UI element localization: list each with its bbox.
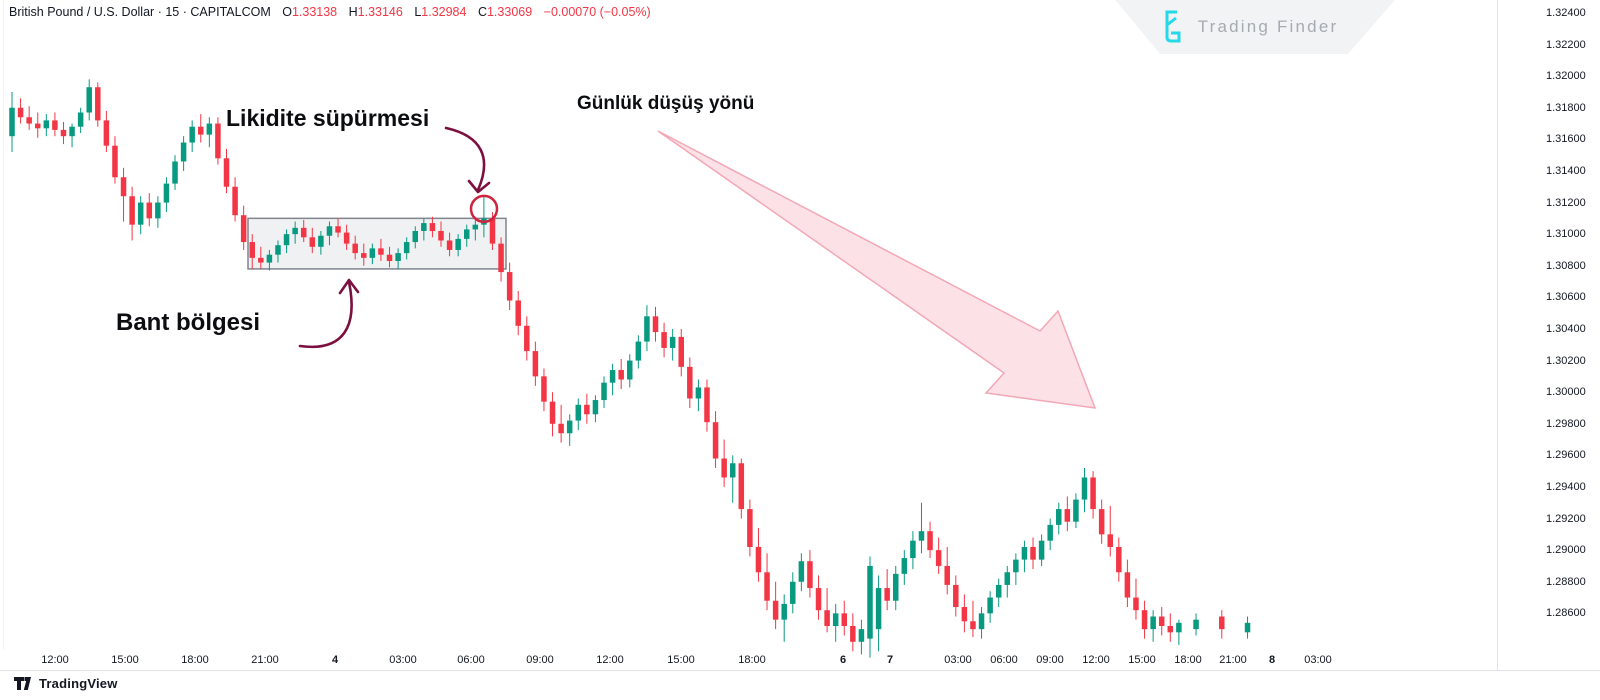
time-tick-label: 21:00 [1219,654,1247,666]
price-tick-label: 1.28800 [1546,575,1586,588]
price-tick-label: 1.29000 [1546,544,1586,557]
time-tick-label: 12:00 [41,654,69,666]
price-tick-label: 1.32400 [1546,6,1586,19]
price-tick-label: 1.31200 [1546,196,1586,209]
time-tick-label: 21:00 [251,654,279,666]
price-tick-label: 1.29200 [1546,512,1586,525]
symbol-title[interactable]: British Pound / U.S. Dollar [9,5,155,19]
annotation-liquidity-sweep[interactable]: Likidite süpürmesi [226,105,430,131]
time-tick-label: 15:00 [667,654,695,666]
price-tick-label: 1.29800 [1546,417,1586,430]
change-value: −0.00070 (−0.05%) [543,5,651,19]
symbol-header: British Pound / U.S. Dollar · 15 · CAPIT… [9,5,651,19]
price-tick-label: 1.29600 [1546,449,1586,462]
header-separator: · [157,5,162,19]
time-tick-label: 15:00 [1128,654,1156,666]
trend-arrow-shape[interactable] [657,130,1097,409]
price-tick-label: 1.32000 [1546,70,1586,83]
trading-finder-brand-text: Trading Finder [1197,17,1339,36]
exchange[interactable]: CAPITALCOM [190,5,271,19]
price-tick-label: 1.30800 [1546,259,1586,272]
close-label: C [477,5,487,19]
tradingview-logo[interactable]: TradingView [14,676,118,691]
time-tick-label: 06:00 [990,654,1018,666]
trading-finder-banner: Trading Finder [1115,0,1395,54]
time-tick-label: 03:00 [1304,654,1332,666]
high-value: 1.33146 [357,5,403,19]
price-tick-label: 1.29400 [1546,480,1586,493]
price-tick-label: 1.30000 [1546,386,1586,399]
candles [9,79,1251,658]
time-tick-label: 8 [1268,654,1276,666]
time-tick-label: 15:00 [111,654,139,666]
tradingview-icon [14,676,31,690]
plot-left-border [3,0,4,650]
price-tick-label: 1.31400 [1546,164,1586,177]
tradingview-text: TradingView [39,676,118,691]
price-tick-label: 1.31800 [1546,101,1586,114]
header-separator: · [182,5,187,19]
annotation-band-zone[interactable]: Bant bölgesi [116,309,261,336]
price-axis-border [1497,0,1498,670]
time-tick-label: 03:00 [389,654,417,666]
low-label: L [414,5,422,19]
time-axis[interactable]: 12:00 15:00 18:00 21:00 4 03:00 06:00 09:00 12:0… [0,650,1497,672]
price-tick-label: 1.32200 [1546,38,1586,51]
time-tick-label: 18:00 [181,654,209,666]
time-tick-label: 09:00 [526,654,554,666]
time-tick-label: 03:00 [944,654,972,666]
sweep-circle[interactable] [469,194,499,224]
price-tick-label: 1.30200 [1546,354,1586,367]
time-tick-label: 18:00 [1174,654,1202,666]
time-tick-label: 12:00 [596,654,624,666]
high-label: H [348,5,358,19]
price-tick-label: 1.28600 [1546,607,1586,620]
timeframe[interactable]: 15 [165,5,180,19]
price-axis[interactable]: 1.32400 1.32200 1.32000 1.31800 1.31600 1.314… [1497,0,1600,670]
time-axis-border [0,670,1600,671]
time-tick-label: 6 [839,654,847,666]
annotation-daily-trend[interactable]: Günlük düşüş yönü [577,93,755,114]
low-value: 1.32984 [421,5,467,19]
time-tick-label: 4 [331,654,339,666]
price-tick-label: 1.30400 [1546,322,1586,335]
time-tick-label: 18:00 [738,654,766,666]
time-tick-label: 12:00 [1082,654,1110,666]
open-value: 1.33138 [291,5,338,19]
price-tick-label: 1.30600 [1546,291,1586,304]
close-value: 1.33069 [486,5,533,19]
time-tick-label: 09:00 [1036,654,1064,666]
annotation-arrows[interactable] [298,126,491,349]
time-tick-label: 7 [886,654,894,666]
price-tick-label: 1.31000 [1546,228,1586,241]
time-tick-label: 06:00 [457,654,485,666]
trading-finder-logo-icon [1165,10,1181,43]
open-label: O [282,5,292,19]
band-zone-box[interactable] [247,217,507,270]
price-tick-label: 1.31600 [1546,133,1586,146]
